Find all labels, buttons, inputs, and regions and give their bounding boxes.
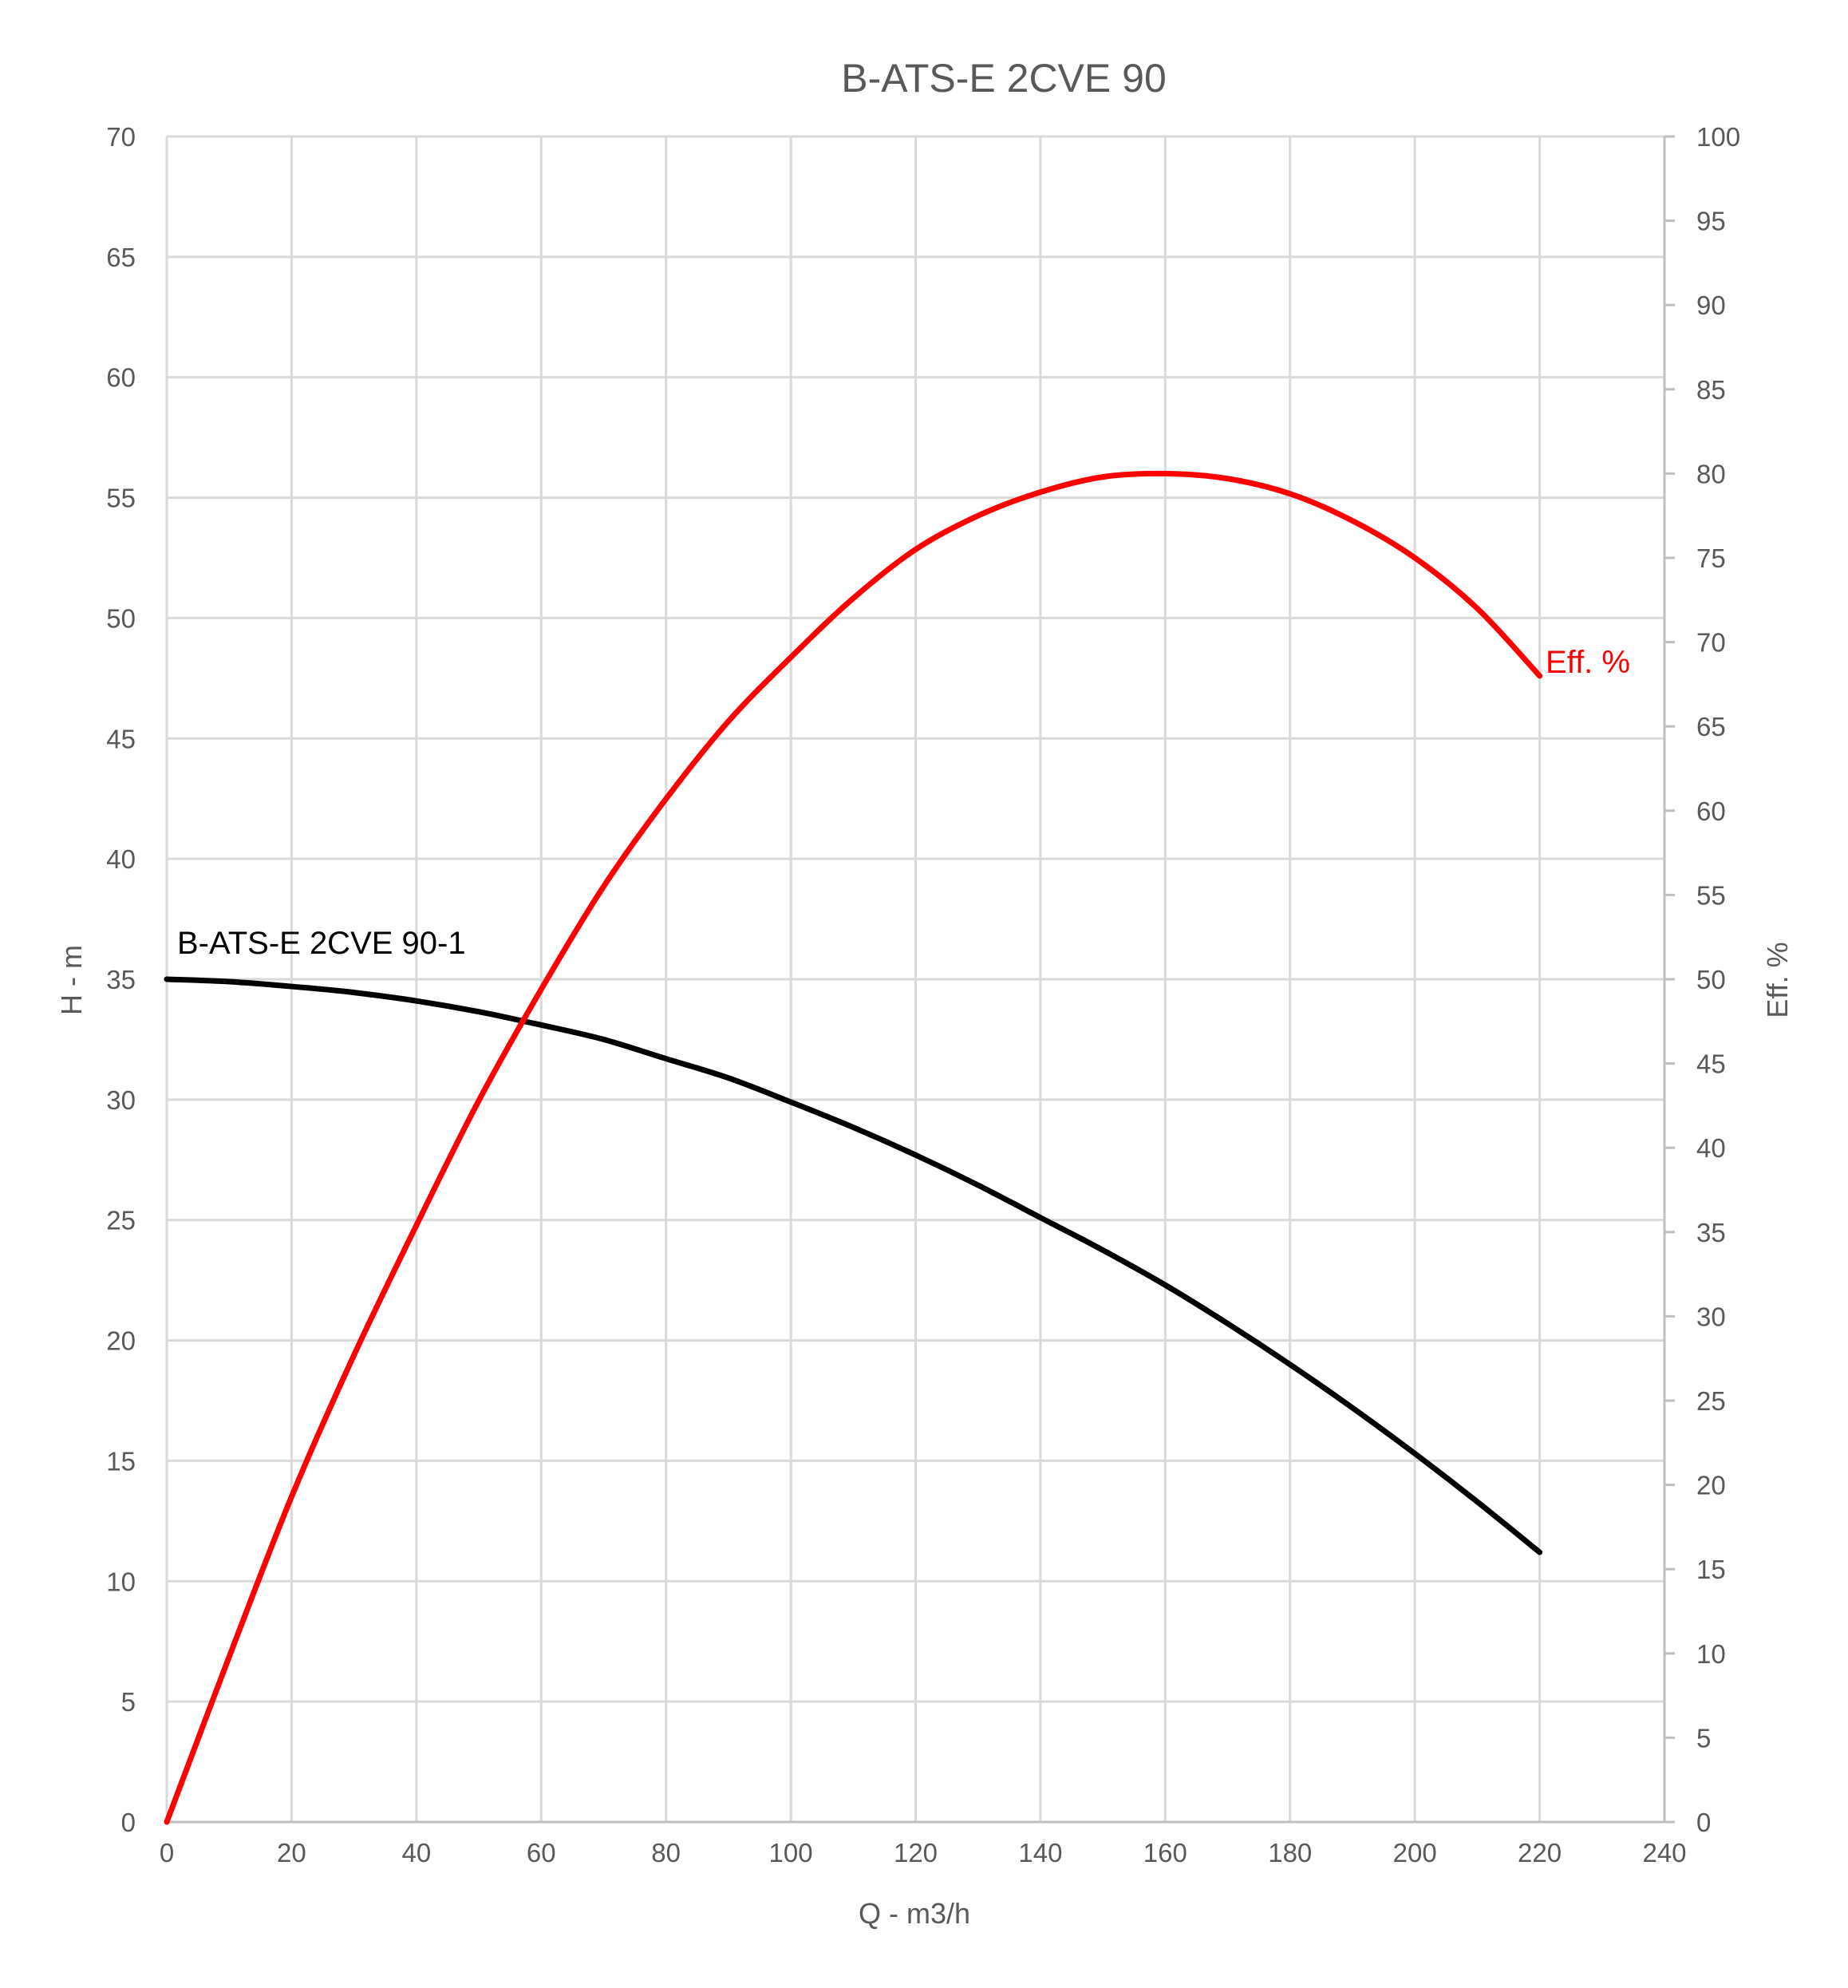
x-tick-label: 0 [160,1838,174,1867]
y2-axis-title: Eff. % [1761,942,1794,1018]
x-tick-label: 240 [1642,1838,1686,1867]
series-lines [164,470,1543,1825]
x-tick-label: 100 [769,1838,813,1867]
series-label-head: B-ATS-E 2CVE 90-1 [177,926,466,961]
y2-tick-label: 75 [1696,543,1726,573]
x-tick-label: 160 [1143,1838,1187,1867]
y-tick-label: 55 [106,484,136,513]
y2-tick-label: 55 [1696,880,1726,910]
x-tick-label: 220 [1518,1838,1562,1867]
y-tick-label: 10 [106,1567,136,1596]
x-tick-label: 140 [1018,1838,1062,1867]
y2-tick-label: 85 [1696,375,1726,405]
y-axis-title: H - m [55,945,88,1015]
y-tick-label: 5 [121,1687,136,1717]
y2-tick-label: 60 [1696,796,1726,826]
y2-tick-label: 35 [1696,1218,1726,1247]
y2-tick-label: 65 [1696,712,1726,741]
y-tick-label: 50 [106,603,136,633]
y2-tick-label: 80 [1696,459,1726,488]
y2-tick-label: 5 [1696,1723,1711,1753]
x-tick-label: 40 [401,1838,431,1867]
y2-tick-label: 20 [1696,1471,1726,1500]
y2-tick-label: 25 [1696,1386,1726,1416]
y-tick-label: 45 [106,724,136,753]
tick-labels: 0 20 40 60 80 100 120 140 160 180 200 220 2400510152… [106,122,1740,1867]
y2-tick-label: 100 [1696,122,1740,152]
efficiency-curve-line [164,470,1543,1825]
x-tick-label: 60 [527,1838,556,1867]
x-tick-label: 80 [651,1838,681,1867]
y-tick-label: 30 [106,1085,136,1115]
y-tick-label: 20 [106,1326,136,1356]
y-tick-label: 35 [106,965,136,994]
x-tick-label: 180 [1268,1838,1312,1867]
head-curve-line [164,976,1543,1555]
y2-tick-label: 45 [1696,1049,1726,1079]
y-tick-label: 15 [106,1446,136,1476]
x-tick-label: 120 [894,1838,938,1867]
x-tick-label: 20 [277,1838,306,1867]
y-tick-label: 60 [106,363,136,393]
y-tick-label: 65 [106,243,136,272]
y2-tick-label: 30 [1696,1302,1726,1331]
y-tick-label: 40 [106,844,136,874]
y-tick-label: 70 [106,122,136,152]
y2-tick-label: 95 [1696,207,1726,236]
y-tick-label: 25 [106,1206,136,1235]
y2-tick-label: 0 [1696,1808,1711,1837]
y2-tick-label: 70 [1696,628,1726,658]
x-axis-title: Q - m3/h [859,1897,970,1930]
y2-tick-label: 50 [1696,965,1726,994]
x-tick-label: 200 [1393,1838,1437,1867]
y2-tick-label: 40 [1696,1133,1726,1163]
y2-tick-label: 15 [1696,1555,1726,1584]
y2-tick-label: 90 [1696,290,1726,320]
y-tick-label: 0 [121,1808,136,1837]
series-label-efficiency: Eff. % [1546,645,1630,680]
chart-title: B-ATS-E 2CVE 90 [841,56,1167,101]
gridlines [167,135,1664,1822]
y2-tick-label: 10 [1696,1639,1726,1669]
